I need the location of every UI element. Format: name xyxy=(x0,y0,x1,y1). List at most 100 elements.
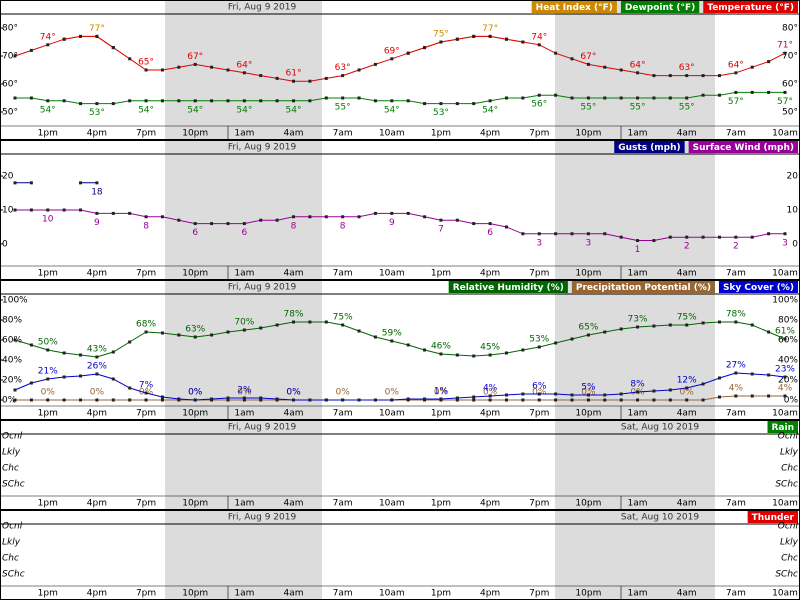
data-point xyxy=(373,398,377,402)
value-label: 2 xyxy=(684,242,690,252)
data-point xyxy=(734,90,738,94)
data-point xyxy=(79,374,83,378)
legend-box xyxy=(747,511,798,523)
data-point xyxy=(275,99,279,103)
x-tick-label: 4pm xyxy=(480,129,500,139)
x-tick-label: 10pm xyxy=(575,589,601,599)
data-point xyxy=(324,215,328,219)
x-tick-label: 1am xyxy=(628,499,648,509)
data-point xyxy=(423,215,427,219)
x-tick-label: 1am xyxy=(234,129,254,139)
data-point xyxy=(46,398,50,402)
data-point xyxy=(210,65,214,69)
x-tick-label: 1am xyxy=(628,269,648,279)
data-point xyxy=(160,398,164,402)
value-label: 0% xyxy=(680,388,695,398)
data-point xyxy=(619,392,623,396)
data-point xyxy=(259,218,263,222)
value-label: 55° xyxy=(630,103,646,113)
data-point xyxy=(210,333,214,337)
data-point xyxy=(701,74,705,78)
data-point xyxy=(554,398,558,402)
data-point xyxy=(341,74,345,78)
data-point xyxy=(455,398,459,402)
data-point xyxy=(619,96,623,100)
date-label: Fri, Aug 9 2019 xyxy=(228,283,297,293)
date-label: Fri, Aug 9 2019 xyxy=(228,513,297,523)
data-point xyxy=(160,68,164,72)
series-line xyxy=(14,372,786,401)
x-tick-label: 7am xyxy=(333,129,353,139)
value-label: 4% xyxy=(729,384,744,394)
data-point xyxy=(259,398,263,402)
x-tick-label: 4pm xyxy=(87,589,107,599)
y-category-label: Ocnl xyxy=(778,432,799,442)
data-point xyxy=(308,99,312,103)
y-tick-label: 0% xyxy=(784,396,799,406)
data-point xyxy=(636,398,640,402)
data-point xyxy=(292,398,296,402)
data-point xyxy=(390,398,394,402)
data-point xyxy=(62,208,66,212)
y-tick-label: 20% xyxy=(2,376,22,386)
x-tick-label: 7am xyxy=(726,269,746,279)
data-point xyxy=(586,62,590,66)
value-label: 78% xyxy=(284,310,304,320)
x-tick-label: 4am xyxy=(284,269,304,279)
y-category-label: SChc xyxy=(2,480,25,490)
data-point xyxy=(259,99,263,103)
data-point xyxy=(734,320,738,324)
legend-label: Heat Index (°F) xyxy=(536,3,613,13)
x-tick-label: 10pm xyxy=(575,409,601,419)
data-point xyxy=(767,90,771,94)
data-point xyxy=(29,48,33,52)
data-point xyxy=(521,398,525,402)
data-point xyxy=(455,102,459,106)
y-category-label: SChc xyxy=(2,570,25,580)
data-point xyxy=(79,353,83,357)
x-tick-label: 10am xyxy=(772,269,798,279)
y-tick-label: 100% xyxy=(2,296,28,306)
data-point xyxy=(29,96,33,100)
x-tick-label: 10pm xyxy=(182,589,208,599)
data-point xyxy=(521,392,525,396)
data-point xyxy=(177,99,181,103)
data-point xyxy=(357,96,361,100)
date-label: Sat, Aug 10 2019 xyxy=(621,513,699,523)
y-tick-label: 40% xyxy=(2,356,22,366)
night-shade xyxy=(165,0,322,140)
data-point xyxy=(292,320,296,324)
data-point xyxy=(685,74,689,78)
value-label: 65% xyxy=(578,323,598,333)
data-point xyxy=(111,211,115,215)
legend-box xyxy=(531,1,617,13)
data-point xyxy=(717,395,721,399)
data-point xyxy=(210,222,214,226)
x-tick-label: 7pm xyxy=(136,589,156,599)
data-point xyxy=(111,350,115,354)
y-category-label: Chc xyxy=(781,464,798,474)
data-point xyxy=(275,397,279,401)
data-point xyxy=(521,348,525,352)
value-label: 61° xyxy=(286,69,302,79)
data-point xyxy=(324,320,328,324)
value-label: 67° xyxy=(187,52,203,62)
legend-box xyxy=(448,281,568,293)
y-category-label: Lkly xyxy=(2,538,21,548)
value-label: 63° xyxy=(335,63,351,73)
x-tick-label: 7am xyxy=(333,269,353,279)
data-point xyxy=(226,396,230,400)
data-point xyxy=(406,211,410,215)
value-label: 1% xyxy=(434,387,449,397)
value-label: 54° xyxy=(236,105,252,115)
data-point xyxy=(160,215,164,219)
data-point xyxy=(193,62,197,66)
data-point xyxy=(373,335,377,339)
data-point xyxy=(373,211,377,215)
x-tick-label: 10am xyxy=(379,129,405,139)
value-label: 26% xyxy=(87,362,107,372)
data-point xyxy=(373,99,377,103)
value-label: 0% xyxy=(581,388,596,398)
value-label: 74° xyxy=(531,32,547,42)
y-tick-label: 80% xyxy=(2,316,22,326)
